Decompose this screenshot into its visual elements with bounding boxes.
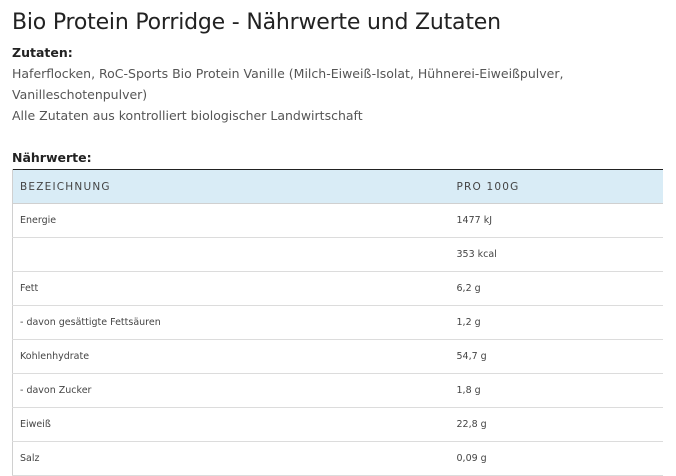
column-header-name: BEZEICHNUNG (12, 169, 450, 204)
nutrient-value: 1,2 g (449, 305, 663, 340)
table-row: Energie 1477 kJ (12, 203, 663, 238)
nutrient-value: 0,09 g (449, 441, 663, 476)
nutrient-name: Kohlenhydrate (12, 339, 450, 374)
nutrient-name: Energie (12, 203, 450, 238)
nutrient-value: 6,2 g (449, 271, 663, 306)
table-row: Kohlenhydrate 54,7 g (12, 339, 663, 374)
nutrient-value: 22,8 g (449, 407, 663, 442)
nutrient-value: 353 kcal (449, 237, 663, 272)
ingredients-label: Zutaten: (12, 45, 73, 60)
table-header-row: BEZEICHNUNG PRO 100G (12, 169, 663, 204)
ingredients-list: Haferflocken, RoC-Sports Bio Protein Van… (12, 66, 564, 102)
table-row: - davon gesättigte Fettsäuren 1,2 g (12, 305, 663, 340)
nutrient-name: - davon gesättigte Fettsäuren (12, 305, 450, 340)
nutrition-table: BEZEICHNUNG PRO 100G Energie 1477 kJ 353… (12, 169, 663, 476)
nutrient-value: 1,8 g (449, 373, 663, 408)
ingredients-note: Alle Zutaten aus kontrolliert biologisch… (12, 108, 363, 123)
table-row: Fett 6,2 g (12, 271, 663, 306)
table-row: Salz 0,09 g (12, 441, 663, 476)
table-row: Eiweiß 22,8 g (12, 407, 663, 442)
nutrient-name: Salz (12, 441, 450, 476)
table-row: - davon Zucker 1,8 g (12, 373, 663, 408)
nutrient-name: - davon Zucker (12, 373, 450, 408)
page-title: Bio Protein Porridge - Nährwerte und Zut… (12, 10, 501, 35)
nutrient-name (12, 237, 450, 272)
nutrient-name: Eiweiß (12, 407, 450, 442)
nutrient-name: Fett (12, 271, 450, 306)
nutrient-value: 54,7 g (449, 339, 663, 374)
table-row: 353 kcal (12, 237, 663, 272)
column-header-per-100g: PRO 100G (449, 169, 663, 204)
nutrient-value: 1477 kJ (449, 203, 663, 238)
nutrition-label: Nährwerte: (12, 150, 92, 165)
